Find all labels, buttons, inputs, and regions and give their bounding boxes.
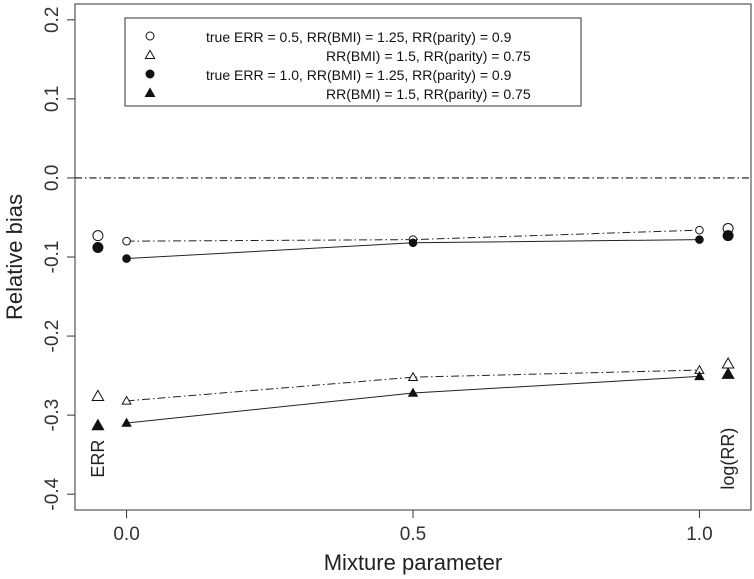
y-tick-label: -0.3 [42,399,63,432]
annotation-err: ERR [88,440,108,478]
series-4-point-2 [407,387,419,397]
legend-marker-1 [145,31,155,41]
series-3-endpoint-1 [91,389,105,401]
series-2-endpoint-2 [722,230,734,242]
series-line-4 [126,375,700,424]
legend-text-4: RR(BMI) = 1.5, RR(parity) = 0.75 [326,86,531,102]
legend-marker-3 [145,69,155,79]
series-line-3 [126,369,700,402]
x-tick-label: 0.5 [400,524,426,545]
y-tick-label: -0.1 [42,241,63,274]
series-4-endpoint-2 [721,367,735,379]
series-4-point-3 [694,371,705,381]
x-tick-label: 0.0 [113,524,139,545]
series-1-endpoint-1 [92,230,104,242]
y-axis-title: Relative bias [2,194,27,320]
series-2-point-3 [695,235,704,244]
annotation-log-rr: log(RR) [718,428,738,490]
series-4-point-1 [121,417,132,427]
series-3-point-1 [121,395,132,405]
series-1-point-1 [122,236,131,246]
y-tick-label: 0.0 [42,165,63,191]
legend-box [124,17,582,107]
x-axis-title: Mixture parameter [324,550,503,575]
series-3-endpoint-2 [721,356,735,369]
series-4-endpoint-1 [91,418,105,431]
legend: true ERR = 0.5, RR(BMI) = 1.25, RR(parit… [124,17,582,107]
series-3-point-2 [407,371,419,381]
x-tick-label: 1.0 [686,524,712,545]
y-tick-label: -0.2 [42,320,63,353]
legend-text-3: true ERR = 1.0, RR(BMI) = 1.25, RR(parit… [206,67,512,83]
legend-marker-4 [144,87,156,97]
series-1-point-3 [695,225,704,235]
y-tick-label: 0.1 [42,86,63,112]
series-2-endpoint-1 [92,242,104,254]
legend-text-2: RR(BMI) = 1.5, RR(parity) = 0.75 [326,48,531,64]
series-2-point-2 [408,238,418,248]
legend-marker-2 [144,49,156,59]
y-tick-label: -0.4 [42,477,63,510]
y-tick-label: 0.2 [42,7,63,33]
series-2-point-1 [122,254,131,263]
legend-text-1: true ERR = 0.5, RR(BMI) = 1.25, RR(parit… [206,29,512,45]
